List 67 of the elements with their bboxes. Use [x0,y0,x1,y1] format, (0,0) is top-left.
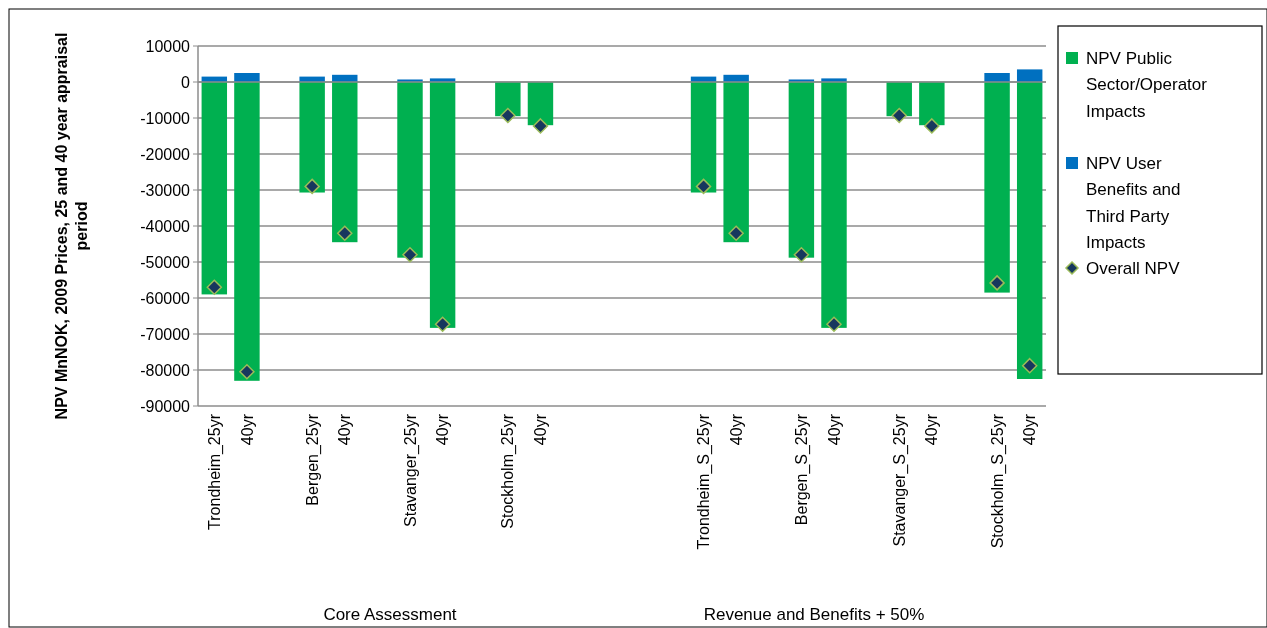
point [434,316,451,333]
bar [234,73,260,82]
text: Revenue and Benefits + 50% [703,605,925,624]
point [891,107,907,124]
point [402,247,418,263]
point [695,178,712,195]
point [989,275,1005,291]
point [206,279,223,295]
bar [788,82,815,258]
x-tick-label: Trondheim_S_25yr [695,413,714,550]
bar [723,82,749,243]
x-tick-label: Stavanger_S_25yr [890,413,909,547]
x-tick-label: 40yr [434,413,452,446]
y-tick-label: -90000 [140,397,191,415]
legend-label: NPV User Benefits and Third Party Impacts [1086,153,1181,252]
y-tick-label: -20000 [140,145,191,163]
bar [332,82,358,243]
bar [429,82,456,328]
x-tick-label: Stockholm_S_25yr [988,413,1007,549]
bar [821,82,847,328]
y-axis-title: NPV MnNOK, 2009 Prices, 25 and 40 year appraisal period [52,32,90,420]
bar [397,82,423,258]
legend-label: Overall NPV [1086,258,1181,278]
bar [495,82,521,117]
x-tick-label: Stavanger_25yr [401,413,420,527]
point [728,225,744,241]
bar [984,82,1010,293]
point [337,225,353,241]
point [793,247,810,263]
x-tick-label: 40yr [238,413,256,446]
x-tick-label: Stockholm_25yr [499,413,518,529]
x-tick-label: 40yr [727,413,745,446]
point [304,178,320,195]
text: Core Assessment [323,605,457,624]
bar [1016,82,1043,379]
bar [201,82,228,295]
bar [527,82,554,126]
bar [299,82,325,193]
y-tick-label: 10000 [145,37,191,55]
x-tick-label: 40yr [923,413,941,446]
x-tick-label: Bergen_S_25yr [792,413,811,526]
point [1021,357,1038,374]
point [500,107,516,124]
y-tick-label: -40000 [140,217,191,235]
y-tick-label: -10000 [140,109,191,127]
y-tick-label: -70000 [140,325,191,343]
y-tick-label: -50000 [140,253,191,271]
point [924,118,940,134]
x-tick-label: Bergen_25yr [303,413,322,506]
bar [919,82,945,126]
x-tick-label: 40yr [336,413,354,446]
bar [690,82,717,193]
bar [234,82,260,381]
x-tick-label: 40yr [1021,413,1039,446]
point [826,316,842,333]
bar [984,73,1010,82]
x-tick-label: 40yr [825,413,843,446]
x-tick-label: Trondheim_25yr [205,413,224,530]
y-tick-label: -30000 [140,181,191,199]
y-tick-label: 0 [181,73,191,91]
point [239,364,255,380]
x-tick-label: 40yr [532,413,550,446]
point [532,118,549,134]
y-tick-label: -80000 [140,361,191,379]
legend-label: NPV Public Sector/Operator Impacts [1086,48,1208,121]
bar [1016,69,1043,82]
y-tick-label: -60000 [140,289,191,307]
